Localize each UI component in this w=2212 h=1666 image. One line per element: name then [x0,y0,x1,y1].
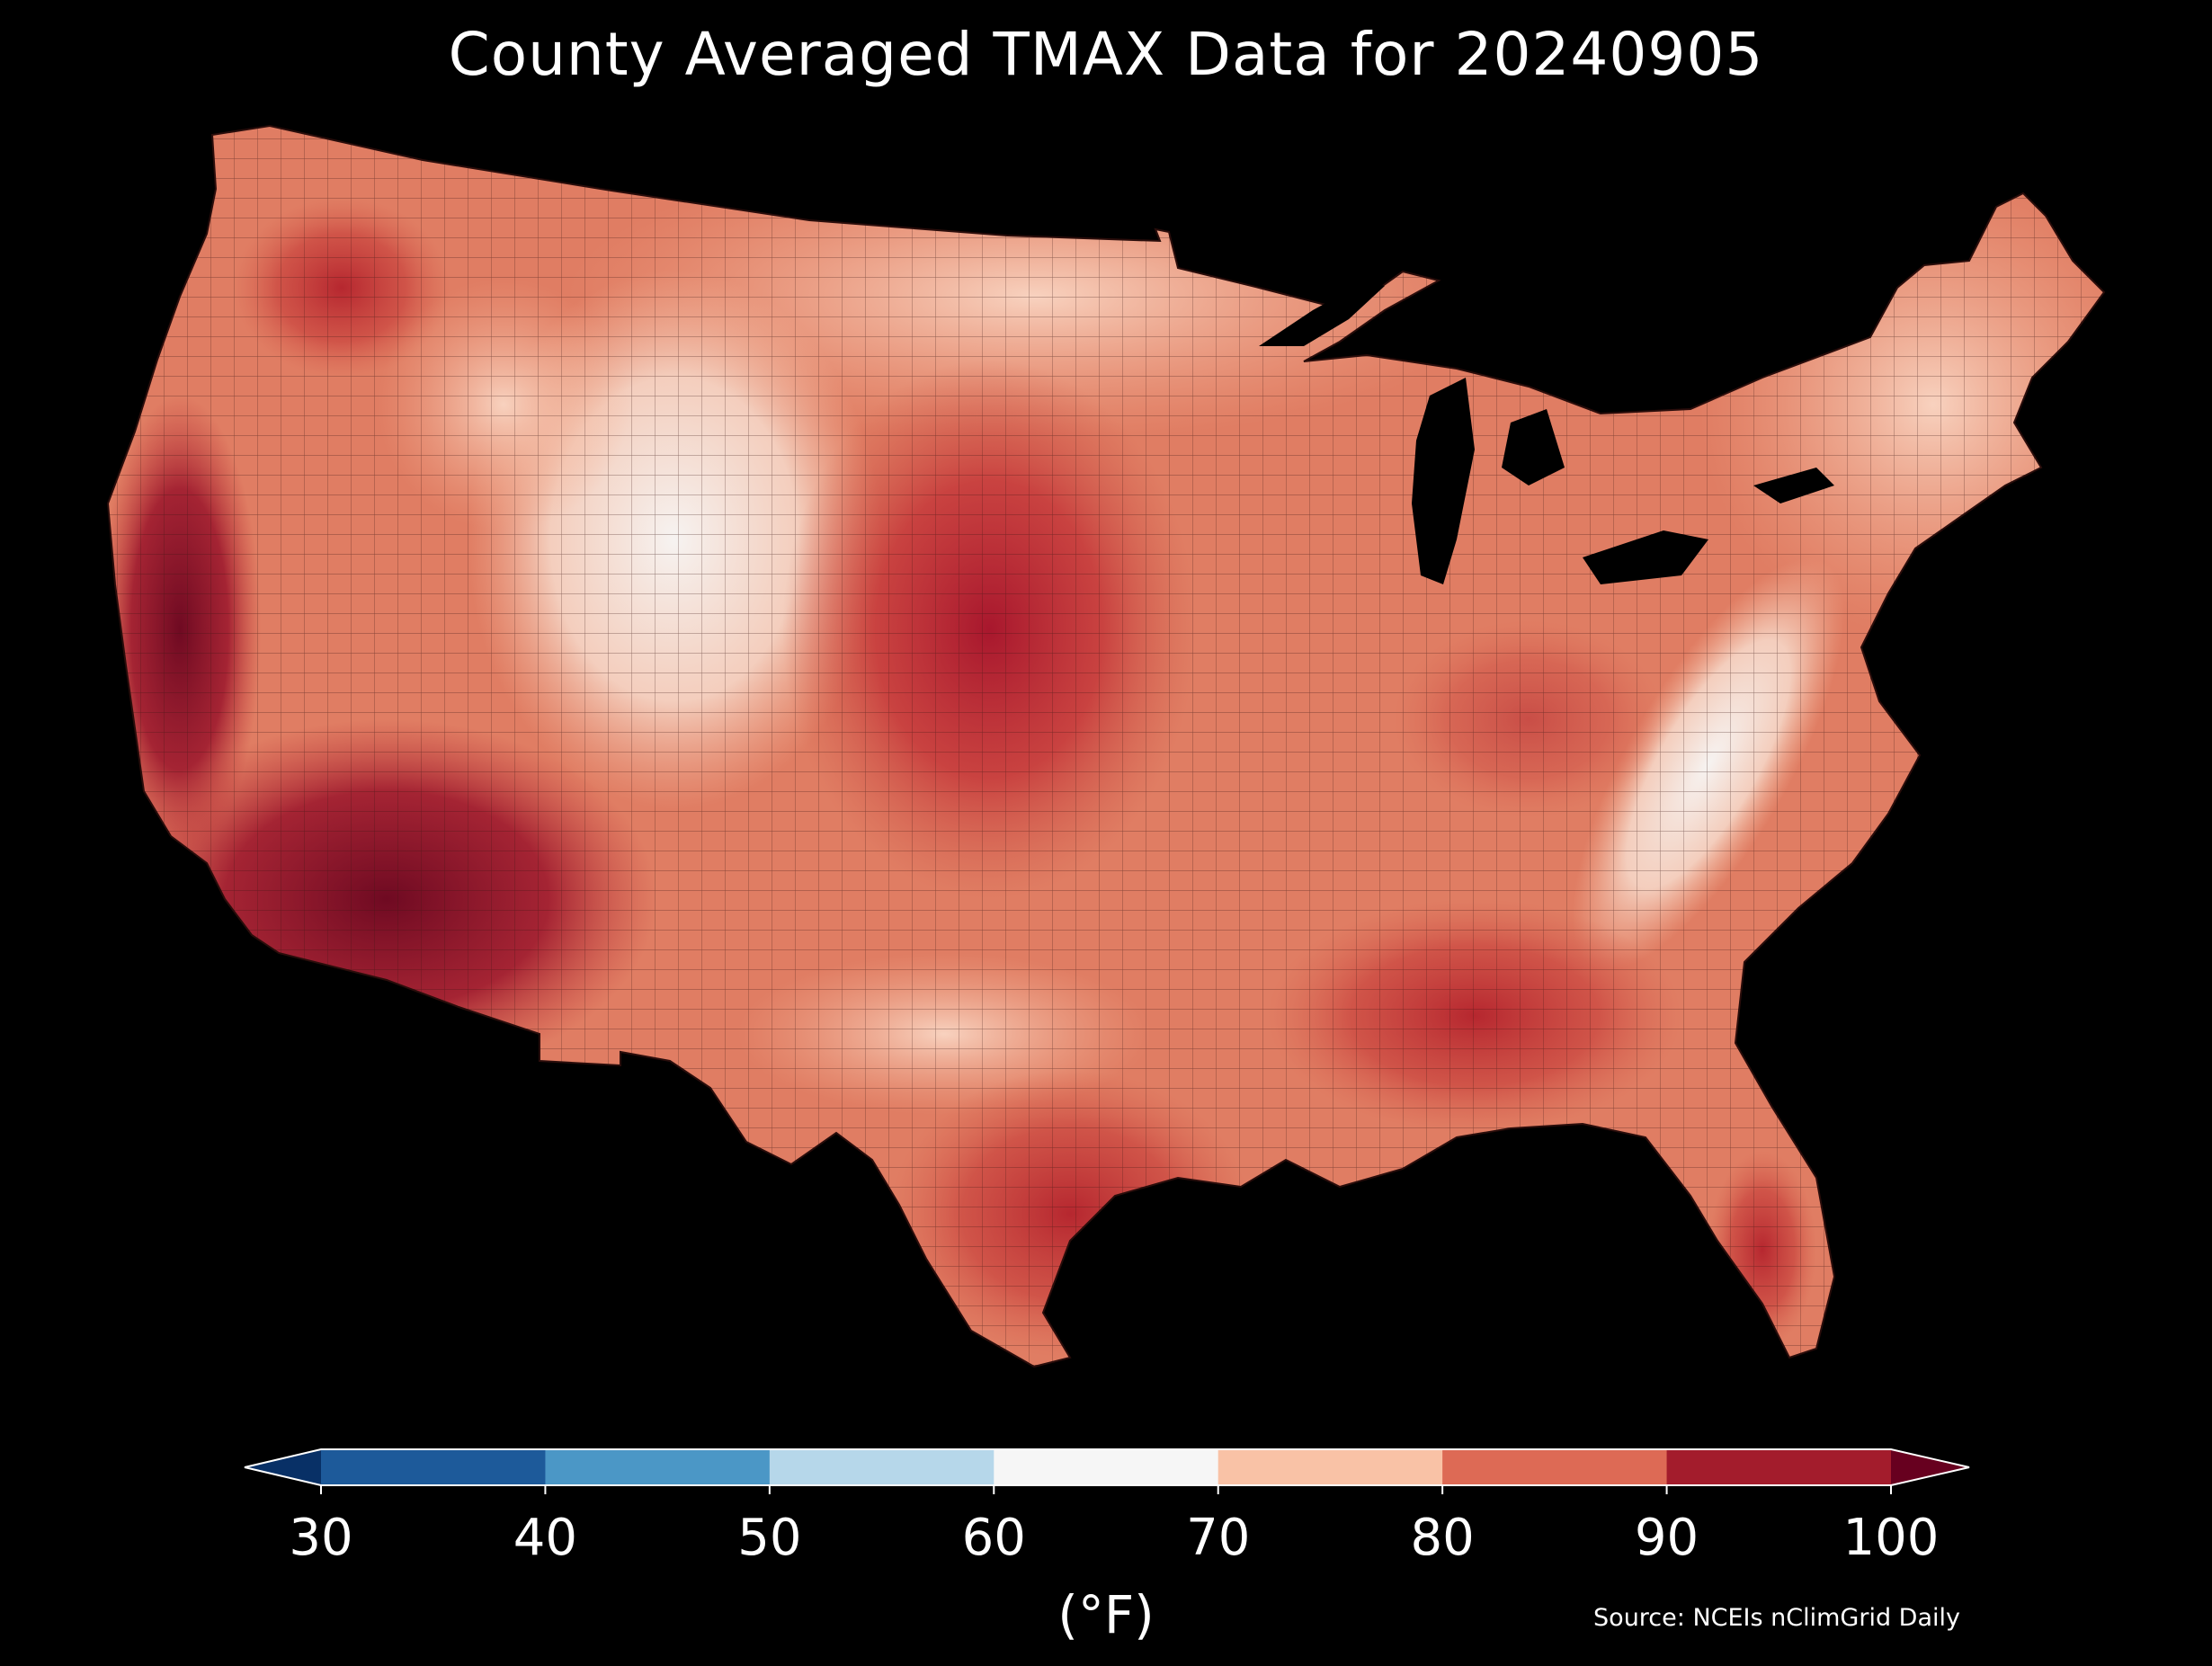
colorbar-tick-label: 30 [289,1509,353,1567]
colorbar-tick-label: 90 [1634,1509,1699,1567]
county-tmax-map [107,125,2105,1368]
colorbar-tick-label: 40 [513,1509,578,1567]
colorbar-segment [1442,1449,1668,1485]
colorbar-segment [321,1449,546,1485]
colorbar-tick-label: 60 [961,1509,1026,1567]
colorbar-over-arrow [1891,1449,1969,1485]
colorbar-under-arrow [245,1449,321,1485]
colorbar-segment [769,1449,995,1485]
colorbar-tick-label: 100 [1842,1509,1940,1567]
colorbar-segment [545,1449,771,1485]
great-lakes [1259,281,1834,584]
colorbar-segment [994,1449,1219,1485]
colorbar-segment [1217,1449,1443,1485]
colorbar-tick-label: 70 [1186,1509,1251,1567]
colorbar-tick-label: 80 [1410,1509,1475,1567]
colorbar-segment [1666,1449,1892,1485]
colorbar-tick-label: 50 [737,1509,802,1567]
map-title: County Averaged TMAX Data for 20240905 [448,20,1764,89]
colorbar-units: (°F) [1057,1584,1155,1645]
source-credit: Source: NCEIs nClimGrid Daily [1593,1604,1960,1632]
colorbar [244,1448,1970,1494]
